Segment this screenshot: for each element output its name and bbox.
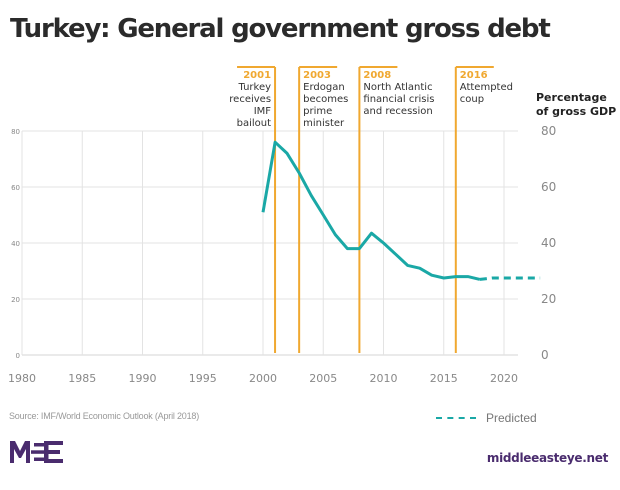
event-description: IMF (254, 106, 272, 117)
chart-title: Turkey: General government gross debt (10, 14, 551, 44)
x-tick-label: 1990 (129, 372, 157, 385)
y-axis-label-line1: Percentage (536, 91, 607, 104)
event-description: becomes (303, 94, 348, 105)
source-note: Source: IMF/World Economic Outlook (Apri… (9, 411, 200, 421)
event-description: Erdogan (303, 82, 345, 93)
event-markers: 2001TurkeyreceivesIMFbailout2003Erdoganb… (229, 66, 513, 353)
site-url[interactable]: middleeasteye.net (486, 451, 608, 465)
y-tick-label: 60 (541, 180, 556, 194)
y-tick-label-left: 60 (11, 184, 20, 192)
y-tick-label-left: 20 (11, 296, 20, 304)
x-tick-label: 1995 (189, 372, 217, 385)
x-tick-label: 1985 (68, 372, 96, 385)
event-description: and recession (363, 106, 432, 117)
data-lines (261, 140, 541, 281)
line-chart: 2001TurkeyreceivesIMFbailout2003Erdoganb… (8, 66, 616, 385)
legend-label-predicted: Predicted (486, 411, 537, 425)
y-tick-label: 80 (541, 124, 556, 138)
series-line-predicted (479, 276, 541, 281)
event-description: prime (303, 106, 332, 117)
event-year: 2016 (460, 70, 488, 81)
series-line-actual (261, 140, 481, 281)
event-description: minister (303, 118, 345, 129)
mee-logo (9, 440, 67, 469)
event-description: Turkey (238, 82, 272, 93)
y-tick-label-left: 0 (16, 352, 20, 360)
event-description: receives (229, 94, 271, 105)
x-tick-label: 2005 (309, 372, 337, 385)
legend: Predicted (436, 411, 537, 425)
legend-dashed-swatch (436, 417, 476, 419)
x-tick-label: 2020 (490, 372, 518, 385)
event-description: North Atlantic (363, 82, 432, 93)
event-description: Attempted (460, 82, 513, 93)
mee-logo-icon (10, 441, 63, 463)
y-tick-label-left: 40 (11, 240, 20, 248)
y-tick-label: 40 (541, 236, 556, 250)
event-description: bailout (237, 118, 271, 129)
x-tick-label: 2015 (430, 372, 458, 385)
event-year: 2003 (303, 70, 331, 81)
y-tick-label: 0 (541, 348, 549, 362)
y-axis-label-line2: of gross GDP (536, 105, 616, 118)
y-tick-label-left: 80 (11, 128, 20, 136)
x-tick-label: 2010 (370, 372, 398, 385)
grid (21, 130, 518, 356)
event-description: financial crisis (363, 94, 434, 105)
x-tick-label: 1980 (8, 372, 36, 385)
event-year: 2001 (243, 70, 271, 81)
x-tick-label: 2000 (249, 372, 277, 385)
event-description: coup (460, 94, 484, 105)
y-tick-label: 20 (541, 292, 556, 306)
event-year: 2008 (363, 70, 391, 81)
